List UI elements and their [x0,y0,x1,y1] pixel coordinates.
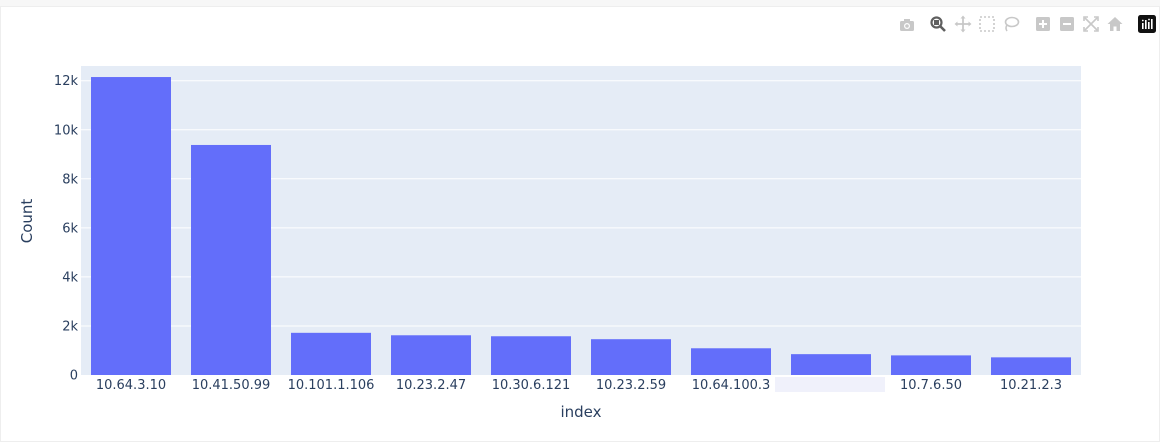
reset-axes-icon[interactable] [1106,15,1124,33]
bar[interactable] [791,354,871,375]
lasso-icon[interactable] [1002,15,1020,33]
y-tick-label: 4k [62,270,78,285]
y-tick-label: 0 [70,369,78,384]
x-axis-title: index [560,403,601,421]
x-axis-ticks: 10.64.3.10 10.41.50.99 10.101.1.106 10.23.2… [96,378,1062,393]
bar[interactable] [891,355,971,375]
camera-icon[interactable] [898,16,916,34]
modebar [0,0,1160,50]
bar[interactable] [491,336,571,375]
y-tick-label: 8k [62,172,78,187]
plotly-logo-icon[interactable] [1138,15,1156,33]
bar[interactable] [191,144,271,375]
y-axis-title: Count [18,199,36,244]
bars [91,77,1071,376]
bar[interactable] [991,357,1071,375]
x-tick-label: 10.23.2.59 [596,378,666,393]
bar[interactable] [91,77,171,376]
bar[interactable] [391,335,471,375]
y-tick-label: 12k [54,74,79,89]
bar[interactable] [691,348,771,375]
x-tick-label: 10.23.2.47 [396,378,466,393]
box-select-icon[interactable] [978,15,996,33]
y-axis-ticks: 0 2k 4k 6k 8k 10k 12k [54,74,79,383]
x-tick-label: 10.21.2.3 [1000,378,1062,393]
zoom-in-icon[interactable] [1034,15,1052,33]
zoom-out-icon[interactable] [1058,15,1076,33]
zoom-icon[interactable] [929,15,947,33]
x-tick-label: 10.101.1.106 [288,378,375,393]
pan-icon[interactable] [954,15,972,33]
y-tick-label: 6k [62,221,78,236]
x-tick-label: 10.64.100.3 [692,378,771,393]
bar[interactable] [291,332,371,375]
autoscale-icon[interactable] [1082,15,1100,33]
x-tick-label: 10.41.50.99 [192,378,271,393]
x-tick-label: 10.7.6.50 [900,378,962,393]
x-tick-label-overlay [775,377,885,392]
x-tick-label: 10.64.3.10 [96,378,166,393]
y-tick-label: 2k [62,319,78,334]
y-tick-label: 10k [54,123,79,138]
bar[interactable] [591,339,671,375]
x-tick-label: 10.30.6.121 [492,378,571,393]
